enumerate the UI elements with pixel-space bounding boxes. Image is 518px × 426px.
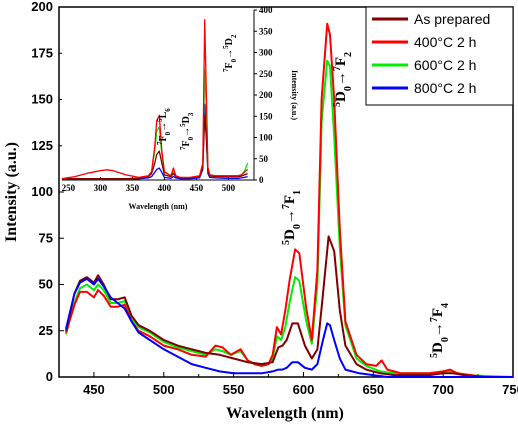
main-y-tick-label: 125 [31, 138, 53, 153]
main-x-tick-label: 600 [293, 382, 315, 397]
inset-series-line [61, 19, 249, 180]
main-x-tick-label: 500 [153, 382, 175, 397]
main-x-tick-label: 450 [83, 382, 105, 397]
main-series-line [65, 277, 513, 378]
inset-series-lines [61, 19, 249, 180]
inset-x-tick-label: 400 [158, 183, 172, 193]
inset-y-axis-label: Intensity (a.u.) [290, 70, 299, 120]
inset-y-tick-label: 300 [259, 48, 273, 58]
inset-tick-labels: 250 300 350 400 450 500 0 50 100 150 200 250 300 350 4… [62, 5, 273, 193]
annotation-7f0-5l6: 7F0→5L6 [156, 108, 172, 145]
main-y-axis-label: Intensity (a.u.) [3, 142, 20, 242]
main-x-tick-label: 550 [223, 382, 245, 397]
inset-y-tick-label: 100 [259, 133, 273, 143]
inset-plot-area: 250 300 350 400 450 500 0 50 100 150 200 250 300 350 4… [62, 5, 299, 211]
legend: As prepared 400°C 2 h 600°C 2 h 800°C 2 h [365, 6, 514, 106]
main-series-lines [65, 22, 514, 378]
main-y-tick-label: 175 [31, 45, 53, 60]
main-tick-labels: 4505005506006507007500255075100125150175… [31, 0, 518, 397]
inset-y-tick-label: 400 [259, 5, 273, 15]
main-y-tick-label: 0 [46, 369, 53, 384]
annotation-5d0-7f4: 5D0→7F4 [429, 303, 451, 358]
inset-y-tick-label: 50 [259, 154, 269, 164]
inset-y-tick-label: 0 [259, 175, 264, 185]
inset-y-tick-label: 350 [259, 26, 273, 36]
annotation-7f0-5d2: 7F0→5D2 [222, 34, 238, 72]
main-y-tick-label: 200 [31, 0, 53, 14]
main-y-tick-label: 50 [39, 277, 53, 292]
annotation-7f0-5d3: 7F0→5D3 [179, 112, 195, 150]
main-x-tick-label: 750 [502, 382, 518, 397]
main-y-tick-label: 100 [31, 184, 53, 199]
legend-items: As prepared 400°C 2 h 600°C 2 h 800°C 2 h [372, 11, 490, 96]
annotations: 5D0→7F2 5D0→7F1 5D0→7F4 7F0→5L6 7F0→5D3 … [156, 34, 451, 358]
main-x-axis-label: Wavelength (nm) [226, 405, 344, 422]
main-x-tick-label: 650 [362, 382, 384, 397]
main-plot-area: 4505005506006507007500255075100125150175… [3, 0, 518, 422]
annotation-5d0-7f2: 5D0→7F2 [332, 52, 354, 107]
main-y-tick-label: 75 [39, 230, 53, 245]
annotation-5d0-7f1: 5D0→7F1 [281, 190, 303, 245]
inset-y-tick-label: 150 [259, 111, 273, 121]
legend-label: 800°C 2 h [414, 80, 476, 96]
inset-x-tick-label: 350 [126, 183, 140, 193]
main-y-tick-label: 25 [39, 323, 53, 338]
inset-y-tick-label: 250 [259, 69, 273, 79]
legend-label: 600°C 2 h [414, 57, 476, 73]
inset-x-tick-label: 250 [62, 183, 76, 193]
legend-label: As prepared [414, 11, 490, 27]
main-y-tick-label: 150 [31, 92, 53, 107]
main-x-tick-label: 700 [432, 382, 454, 397]
inset-series-line [62, 115, 248, 180]
legend-label: 400°C 2 h [414, 34, 476, 50]
inset-x-tick-label: 450 [190, 183, 204, 193]
inset-x-tick-label: 300 [94, 183, 108, 193]
inset-x-axis-label: Wavelength (nm) [129, 202, 188, 211]
inset-x-tick-label: 500 [222, 183, 236, 193]
inset-y-tick-label: 200 [259, 90, 273, 100]
